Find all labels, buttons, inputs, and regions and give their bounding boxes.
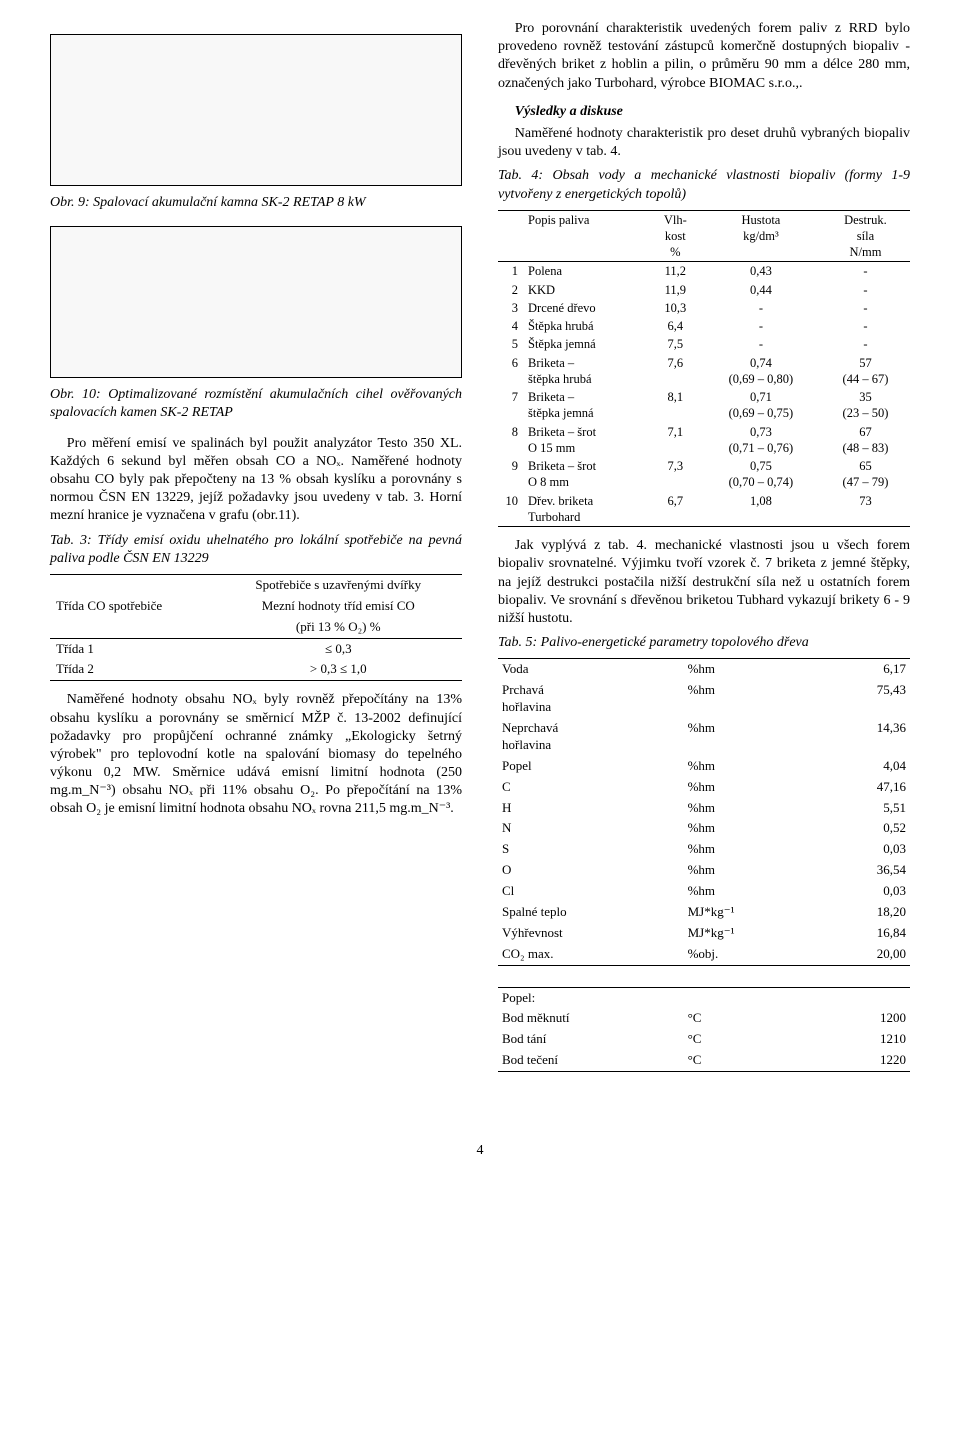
page: Obr. 9: Spalovací akumulační kamna SK-2 … — [0, 0, 960, 1112]
table-4: Popis paliva Vlh-kost% Hustotakg/dm³ Des… — [498, 210, 910, 528]
t3-h2a: Třída CO spotřebiče — [50, 596, 215, 617]
t3-r1c1: > 0,3 ≤ 1,0 — [215, 659, 462, 680]
t4h1: Popis paliva — [524, 210, 650, 261]
section-title: Výsledky a diskuse — [498, 103, 910, 121]
figure-10-placeholder — [50, 226, 462, 378]
table-3-caption: Tab. 3: Třídy emisí oxidu uhelnatého pro… — [50, 532, 462, 568]
figure-10-caption: Obr. 10: Optimalizované rozmístění akumu… — [50, 386, 462, 422]
t3-r0c0: Třída 1 — [50, 638, 215, 659]
table-5: Voda%hm6,17 Prchaváhořlavina%hm75,43 Nep… — [498, 658, 910, 1072]
table-4-caption: Tab. 4: Obsah vody a mechanické vlastnos… — [498, 167, 910, 203]
left-column: Obr. 9: Spalovací akumulační kamna SK-2 … — [50, 20, 480, 1082]
figure-9-caption: Obr. 9: Spalovací akumulační kamna SK-2 … — [50, 194, 462, 212]
t4h4: Destruk.sílaN/mm — [821, 210, 910, 261]
page-number: 4 — [0, 1142, 960, 1160]
left-para-2: Naměřené hodnoty obsahu NOₓ byly rovněž … — [50, 691, 462, 818]
t4h2: Vlh-kost% — [650, 210, 701, 261]
t3-h2b: Mezní hodnoty tříd emisí CO — [215, 596, 462, 617]
t3-r1c0: Třída 2 — [50, 659, 215, 680]
table-3: Spotřebiče s uzavřenými dvířky Třída CO … — [50, 574, 462, 681]
right-para-2: Naměřené hodnoty charakteristik pro dese… — [498, 125, 910, 161]
right-column: Pro porovnání charakteristik uvedených f… — [480, 20, 910, 1082]
t4h3: Hustotakg/dm³ — [701, 210, 821, 261]
right-para-3: Jak vyplývá z tab. 4. mechanické vlastno… — [498, 537, 910, 628]
figure-9-placeholder — [50, 34, 462, 186]
t3-r0c1: ≤ 0,3 — [215, 638, 462, 659]
right-para-1: Pro porovnání charakteristik uvedených f… — [498, 20, 910, 93]
table-5-caption: Tab. 5: Palivo-energetické parametry top… — [498, 634, 910, 652]
t3-h3: (při 13 % O₂) % — [215, 617, 462, 638]
t3-h1: Spotřebiče s uzavřenými dvířky — [215, 574, 462, 595]
left-para-1: Pro měření emisí ve spalinách byl použit… — [50, 435, 462, 526]
